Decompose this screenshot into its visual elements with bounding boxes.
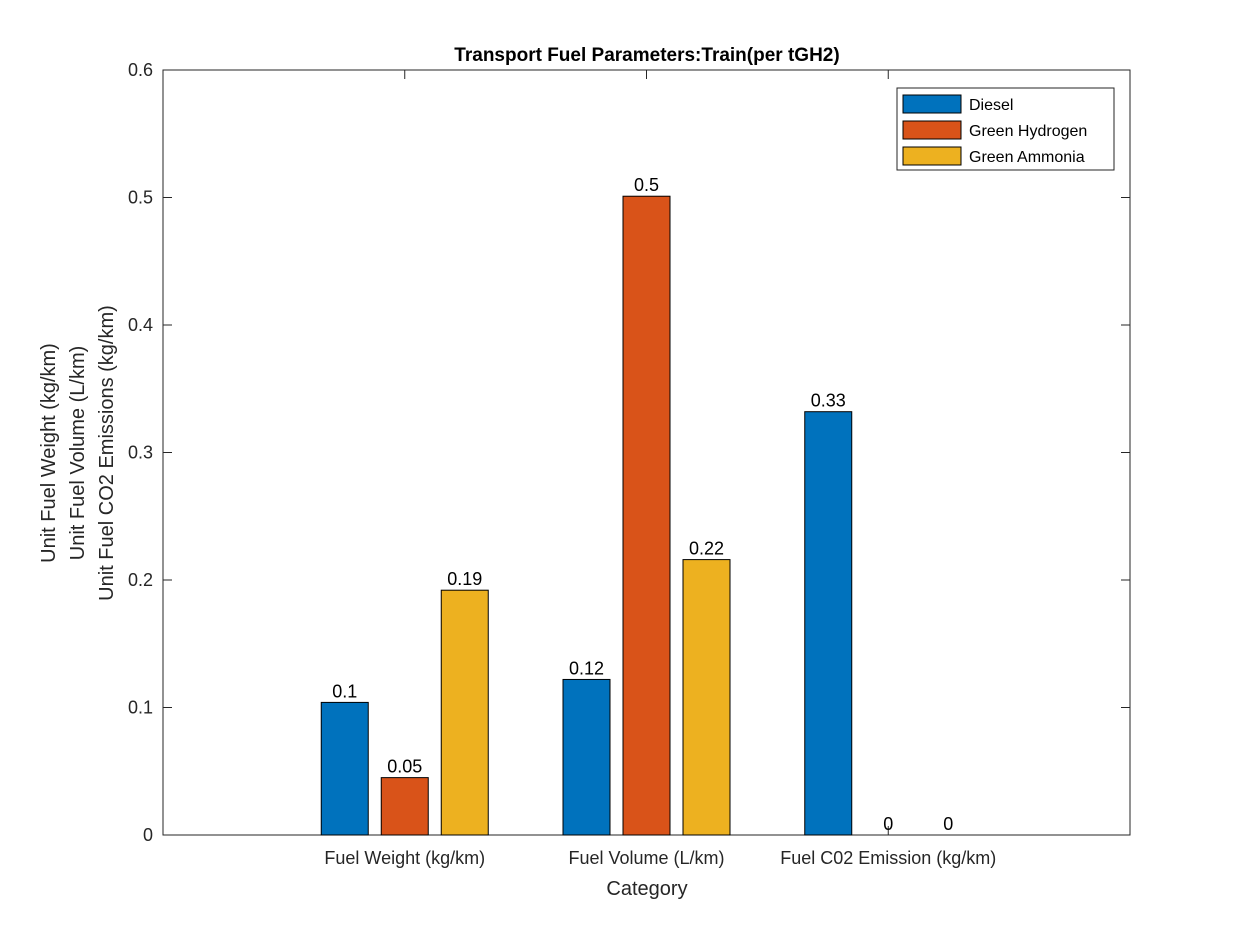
legend-swatch	[902, 120, 962, 140]
legend-label: Green Ammonia	[969, 149, 1085, 166]
legend-label: Green Hydrogen	[969, 123, 1087, 140]
data-label: 0.33	[811, 391, 846, 411]
y-axis-label-line-1: Unit Fuel Weight (kg/km)	[38, 343, 60, 563]
y-axis-label: Unit Fuel Weight (kg/km) Unit Fuel Volum…	[38, 305, 118, 601]
legend-swatch	[902, 94, 962, 114]
x-tick-label: Fuel C02 Emission (kg/km)	[780, 848, 996, 868]
legend-swatch	[902, 146, 962, 166]
x-axis-label: Category	[606, 878, 687, 900]
bar	[380, 777, 429, 836]
y-tick-label: 0.3	[128, 443, 153, 463]
y-axis-label-line-2: Unit Fuel Volume (L/km)	[67, 346, 89, 561]
data-label: 0.22	[689, 539, 724, 559]
data-label: 0.19	[447, 569, 482, 589]
y-tick-label: 0.5	[128, 188, 153, 208]
legend-label: Diesel	[969, 97, 1013, 114]
data-label: 0.05	[387, 757, 422, 777]
bar	[622, 195, 671, 836]
data-label: 0.5	[634, 175, 659, 195]
y-axis-label-line-3: Unit Fuel CO2 Emissions (kg/km)	[96, 305, 118, 601]
bar	[682, 559, 731, 836]
y-tick-label: 0.6	[128, 60, 153, 80]
data-label: 0.1	[332, 681, 357, 701]
y-tick-label: 0	[143, 825, 153, 845]
bar	[562, 678, 611, 836]
x-tick-label: Fuel Volume (L/km)	[568, 848, 724, 868]
x-tick-label: Fuel Weight (kg/km)	[324, 848, 485, 868]
bar	[440, 589, 489, 836]
y-tick-label: 0.4	[128, 315, 153, 335]
bar	[804, 411, 853, 836]
bar	[320, 701, 369, 836]
y-tick-label: 0.2	[128, 570, 153, 590]
data-label: 0	[943, 814, 953, 834]
data-label: 0.12	[569, 658, 604, 678]
data-label: 0	[883, 814, 893, 834]
legend: Diesel Green Hydrogen Green Ammonia	[896, 87, 1115, 171]
y-tick-label: 0.1	[128, 698, 153, 718]
chart-title: Transport Fuel Parameters:Train(per tGH2…	[454, 45, 839, 66]
plot-area: 0 0.1 0.2 0.3 0.4 0.5 0.6 Fuel Weight (kg/km) 0.…	[128, 60, 1131, 868]
